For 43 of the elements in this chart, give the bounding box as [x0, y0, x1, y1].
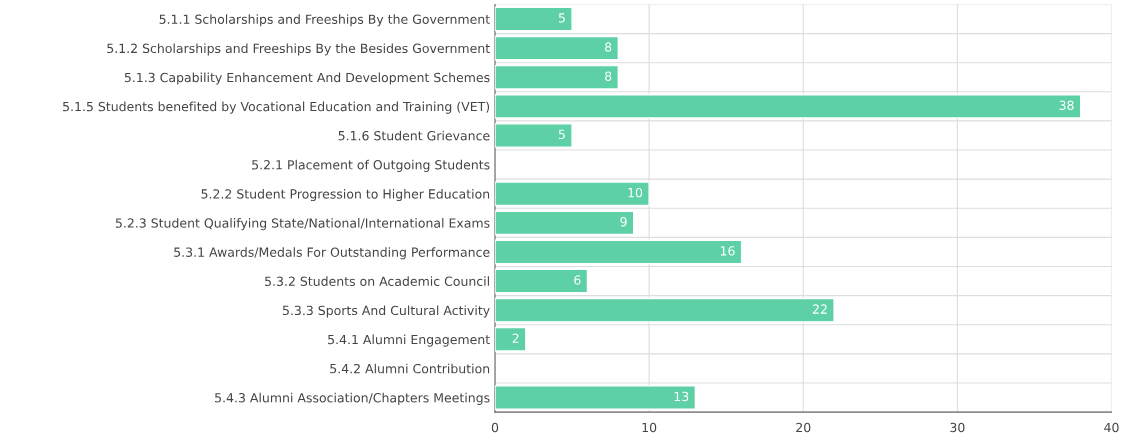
bar [495, 6, 573, 32]
data-label: 5 [558, 129, 565, 140]
bar [495, 239, 743, 265]
data-label: 2 [512, 333, 519, 343]
data-label: 22 [812, 304, 827, 314]
y-tick-label: 5.1.3 Capability Enhancement And Development Schemes [124, 72, 490, 85]
y-tick-label: 5.2.1 Placement of Outgoing Students [252, 159, 490, 172]
y-tick-label: 5.3.2 Students on Academic Council [265, 276, 489, 286]
bar [495, 210, 635, 236]
data-label: 9 [620, 217, 627, 227]
bar [495, 35, 619, 61]
data-label: 8 [605, 42, 612, 52]
y-tick-label: 5.4.3 Alumni Association/Chapters Meetings [215, 392, 490, 405]
bar [495, 181, 650, 207]
y-tick-label: 5.1.1 Scholarships and Freeships By the Government [159, 14, 490, 27]
data-label: 8 [605, 71, 612, 81]
y-tick-label: 5.2.3 Student Qualifying State/National/International Exams [115, 218, 490, 231]
data-label: 6 [574, 275, 581, 285]
y-tick-label: 5.1.6 Student Grievance [338, 130, 490, 141]
y-tick-label: 5.4.1 Alumni Engagement [328, 334, 490, 347]
x-tick-label: 10 [642, 422, 657, 433]
y-tick-label: 5.3.1 Awards/Medals For Outstanding Performance [174, 247, 490, 260]
y-tick-label: 5.2.2 Student Progression to Higher Education [201, 188, 490, 202]
y-tick-label: 5.4.2 Alumni Contribution [330, 363, 490, 374]
x-tick-label: 0 [491, 422, 499, 433]
y-tick-label: 5.1.2 Scholarships and Freeships By the Besides Government [107, 43, 490, 56]
data-label: 13 [674, 391, 689, 402]
bar [495, 94, 1082, 119]
x-tick-label: 20 [796, 422, 811, 433]
y-tick-label: 5.1.5 Students benefited by Vocational Education and Training (VET) [63, 101, 490, 114]
data-label: 16 [720, 246, 735, 256]
data-label: 38 [1059, 100, 1074, 110]
y-tick-label: 5.3.3 Sports And Cultural Activity [282, 305, 490, 318]
bar [495, 326, 527, 352]
data-label: 5 [558, 13, 565, 23]
bar [495, 268, 589, 294]
bar [495, 123, 573, 148]
x-tick-label: 40 [1104, 422, 1119, 433]
bar [495, 385, 697, 410]
data-label: 10 [628, 187, 643, 198]
bar [495, 297, 835, 323]
x-tick-label: 30 [950, 422, 965, 433]
bar [495, 64, 619, 90]
